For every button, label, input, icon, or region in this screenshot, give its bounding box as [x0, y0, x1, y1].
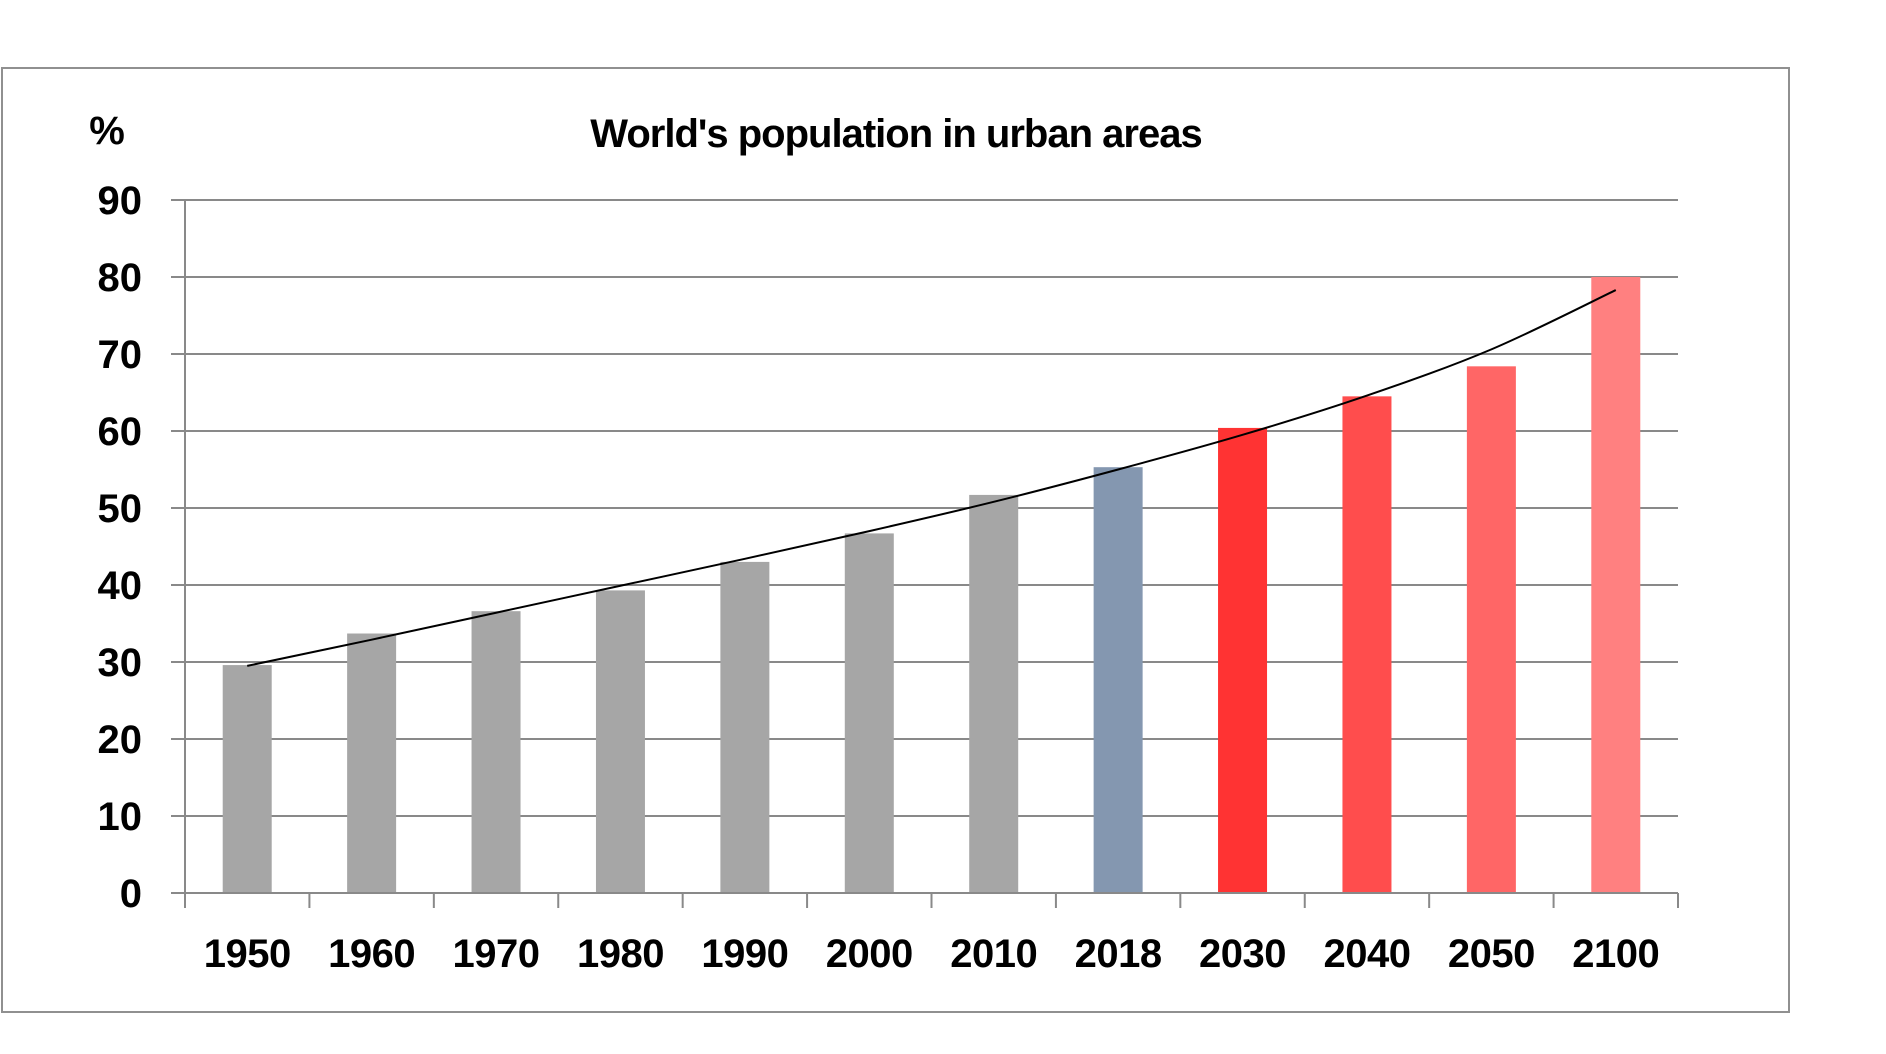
- y-axis-label: %: [89, 109, 125, 153]
- y-tick-label-10: 10: [98, 795, 143, 839]
- bar-2050: [1466, 366, 1516, 893]
- chart-frame: [1, 67, 1790, 1013]
- x-tick-label-2050: 2050: [1448, 932, 1535, 976]
- chart-title: World's population in urban areas: [590, 112, 1201, 156]
- bar-1950: [222, 665, 272, 893]
- bar-1990: [720, 561, 770, 893]
- x-tick-label-1960: 1960: [328, 932, 415, 976]
- x-tick-label-2100: 2100: [1572, 932, 1659, 976]
- bar-2000: [844, 533, 894, 893]
- y-tick-label-30: 30: [98, 641, 143, 685]
- bar-2100: [1591, 277, 1641, 893]
- axes: [171, 200, 1679, 908]
- x-tick-label-2000: 2000: [826, 932, 913, 976]
- bar-2040: [1342, 396, 1392, 893]
- trendline: [247, 289, 1617, 667]
- y-tick-label-40: 40: [98, 564, 143, 608]
- x-tick-label-1980: 1980: [577, 932, 664, 976]
- x-tick-label-1970: 1970: [453, 932, 540, 976]
- x-tick-label-1950: 1950: [204, 932, 291, 976]
- y-tick-label-80: 80: [98, 256, 143, 300]
- trendline-path: [247, 289, 1617, 667]
- x-tick-label-2018: 2018: [1075, 932, 1162, 976]
- bar-1970: [471, 611, 521, 893]
- bar-1960: [347, 633, 397, 893]
- y-tick-label-60: 60: [98, 410, 143, 454]
- bar-2010: [969, 494, 1019, 893]
- y-tick-label-20: 20: [98, 718, 143, 762]
- x-tick-label-1990: 1990: [701, 932, 788, 976]
- y-tick-labels: 0 10 20 30 40 50 60 70 80 90: [98, 179, 143, 916]
- x-tick-label-2010: 2010: [950, 932, 1037, 976]
- bar-1980: [595, 590, 645, 893]
- bar-2030: [1218, 427, 1268, 893]
- x-tick-label-2040: 2040: [1323, 932, 1410, 976]
- bar-2018: [1093, 467, 1143, 893]
- x-tick-labels: 1950 1960 1970 1980 1990 2000 2010 2018 2030 2040…: [204, 932, 1660, 976]
- y-tick-label-0: 0: [120, 872, 142, 916]
- bars: [222, 277, 1641, 893]
- y-tick-label-70: 70: [98, 333, 143, 377]
- y-tick-label-50: 50: [98, 487, 143, 531]
- gridlines: [171, 199, 1678, 817]
- x-tick-label-2030: 2030: [1199, 932, 1286, 976]
- y-tick-label-90: 90: [98, 179, 143, 223]
